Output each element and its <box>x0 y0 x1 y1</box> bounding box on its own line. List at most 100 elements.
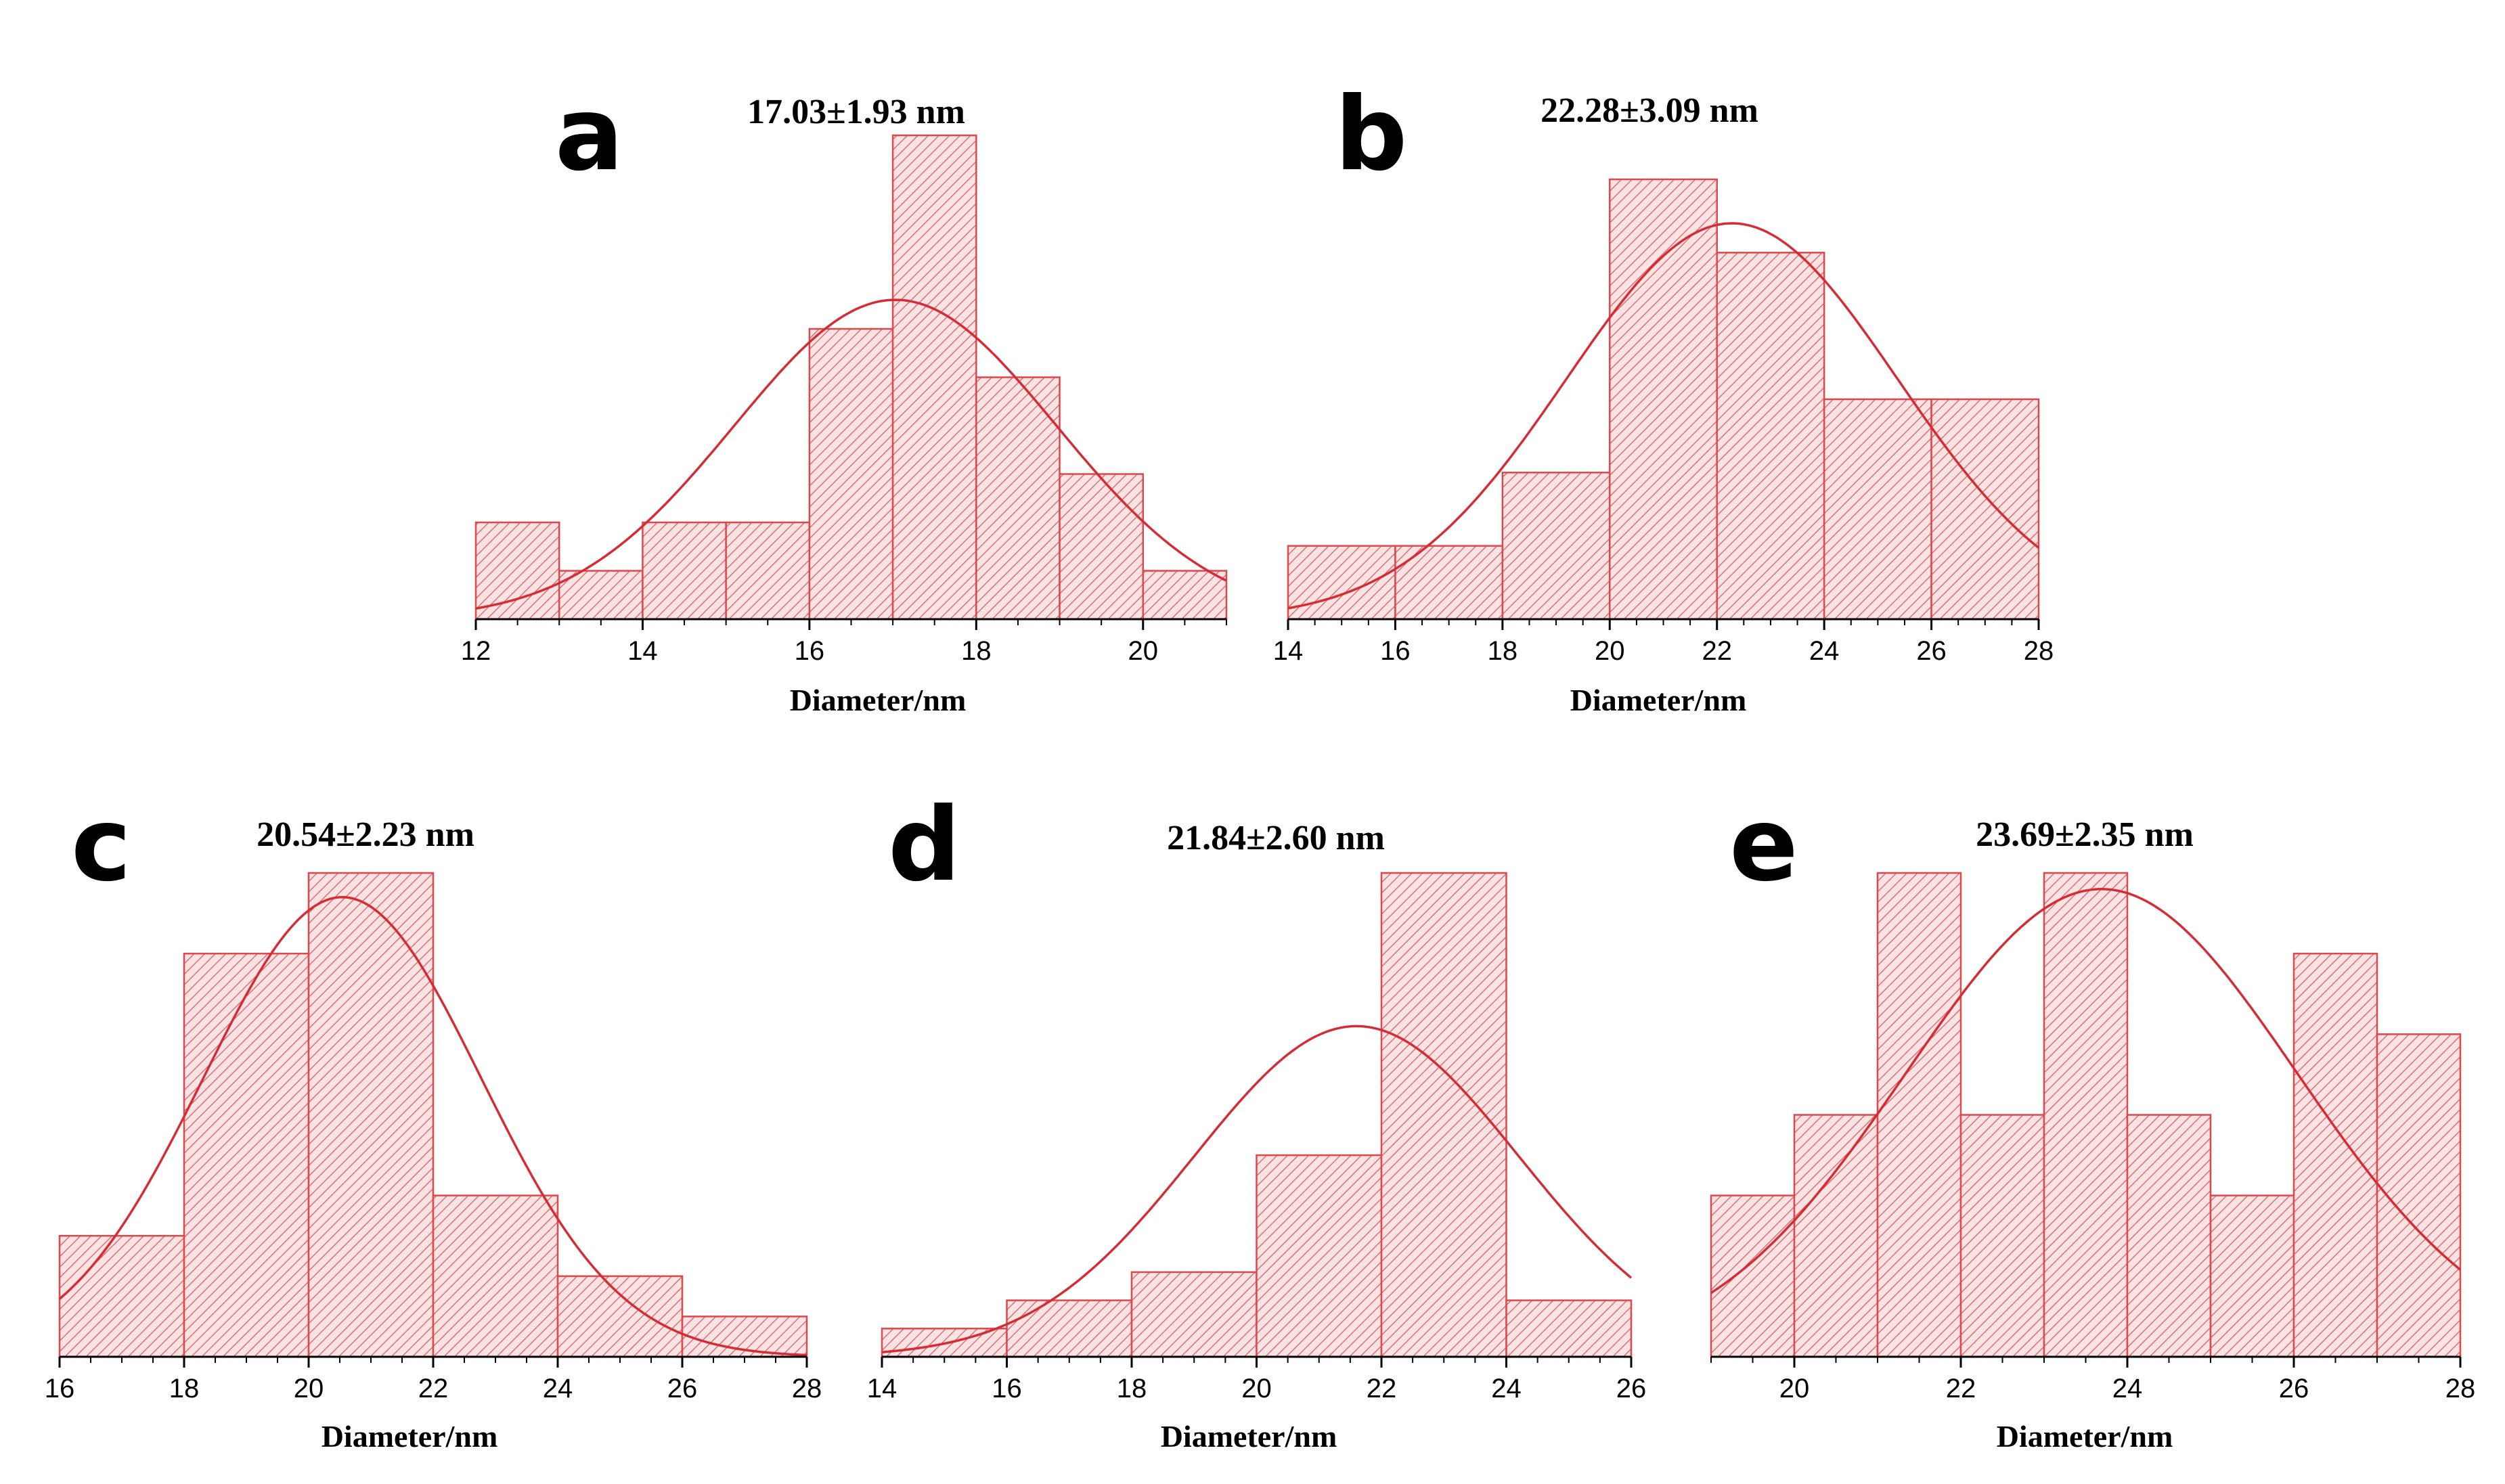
panel-c-bar-1 <box>183 952 310 1358</box>
panel-b-tick-label: 14 <box>1273 636 1304 666</box>
panel-a-tick-label: 18 <box>961 636 992 666</box>
panel-b-tick-label: 24 <box>1809 636 1840 666</box>
panel-a-bar-4 <box>808 328 894 621</box>
panel-d-title: 21.84±2.60 nm <box>1167 819 1385 857</box>
panel-e-tick-label: 22 <box>1946 1374 1976 1403</box>
panel-a-bar-8 <box>1142 570 1228 621</box>
panel-b-bar-5 <box>1823 398 1932 621</box>
panel-a-title: 17.03±1.93 nm <box>747 93 965 131</box>
panel-b-fit-curve <box>1287 222 2040 610</box>
panel-a-tick-label: 20 <box>1128 636 1159 666</box>
panel-d-tick-label: 18 <box>1117 1374 1147 1403</box>
panel-a-bar-7 <box>1059 473 1145 621</box>
panel-d-bar-5 <box>1505 1299 1633 1358</box>
panel-e-bar-8 <box>2376 1033 2462 1358</box>
panel-b-bars <box>1287 178 2040 621</box>
panel-e-tick-label: 20 <box>1779 1374 1810 1403</box>
panel-a-tick-label: 12 <box>461 636 491 666</box>
panel-c-tick-label: 18 <box>169 1374 200 1403</box>
panel-a-fit-curve <box>475 298 1227 610</box>
panel-d-x-axis-label: Diameter/nm <box>1161 1419 1337 1454</box>
panel-b-x-axis-label: Diameter/nm <box>1570 683 1747 717</box>
panel-b: b 22.28±3.09 nm 14 16 18 20 22 24 26 28 Diamete… <box>1273 76 2054 717</box>
panel-c-tick-label: 22 <box>418 1374 449 1403</box>
panel-e: e 23.69±2.35 nm 20 22 24 26 28 Diameter/nm <box>1710 786 2476 1454</box>
panel-c-tick-label: 28 <box>792 1374 822 1403</box>
panel-b-bar-2 <box>1501 472 1611 621</box>
panel-a-ticks: 12 14 16 18 20 <box>461 619 1227 666</box>
panel-d-ticks: 14 16 18 20 22 24 26 <box>867 1357 1647 1403</box>
panel-d-bar-3 <box>1256 1154 1383 1358</box>
panel-e-x-axis-label: Diameter/nm <box>1997 1419 2173 1454</box>
panel-a-x-axis-label: Diameter/nm <box>790 683 967 717</box>
panel-d-fit-curve <box>881 1025 1633 1353</box>
panel-c: c 20.54±2.23 nm 16 18 20 22 24 26 28 Diameter/… <box>45 786 822 1454</box>
panel-letter-e: e <box>1729 786 1798 904</box>
panel-a-bar-1 <box>558 570 644 621</box>
panel-a-bar-6 <box>975 376 1061 621</box>
panel-e-fit-curve <box>1710 888 2462 1295</box>
panel-e-title: 23.69±2.35 nm <box>1976 815 2194 854</box>
panel-b-bar-4 <box>1716 252 1825 621</box>
panel-e-bar-6 <box>2209 1194 2295 1358</box>
panel-b-bar-3 <box>1609 178 1718 621</box>
panel-b-tick-label: 18 <box>1488 636 1518 666</box>
panel-d-tick-label: 22 <box>1367 1374 1397 1403</box>
panel-letter-d: d <box>888 786 960 904</box>
panel-d-tick-label: 26 <box>1616 1374 1647 1403</box>
panel-e-tick-label: 28 <box>2445 1374 2476 1403</box>
panel-c-fit-curve <box>58 896 807 1357</box>
panel-c-tick-label: 16 <box>45 1374 75 1403</box>
panel-e-bar-7 <box>2292 952 2378 1358</box>
panel-d-tick-label: 24 <box>1491 1374 1522 1403</box>
panel-c-bar-4 <box>556 1275 684 1358</box>
panel-a-bar-0 <box>474 521 560 621</box>
panel-d-tick-label: 20 <box>1241 1374 1272 1403</box>
panel-b-title: 22.28±3.09 nm <box>1540 91 1758 130</box>
panel-c-title: 20.54±2.23 nm <box>257 815 474 854</box>
panel-d: d 21.84±2.60 nm 14 16 18 20 22 24 26 Diameter/… <box>867 786 1647 1454</box>
panel-a-bar-5 <box>891 134 977 621</box>
panel-c-ticks: 16 18 20 22 24 26 28 <box>45 1357 822 1403</box>
panel-b-tick-label: 22 <box>1702 636 1732 666</box>
panel-b-bar-0 <box>1287 545 1396 621</box>
panel-d-bar-1 <box>1006 1299 1133 1358</box>
panel-d-bars <box>881 872 1633 1358</box>
panel-b-bar-1 <box>1394 545 1504 621</box>
panel-a: a 17.03±1.93 nm 12 14 16 18 20 Diameter/nm <box>461 76 1228 717</box>
panel-c-bars <box>58 872 808 1358</box>
panel-c-bar-2 <box>307 872 435 1358</box>
panel-c-x-axis-label: Diameter/nm <box>322 1419 498 1454</box>
panel-a-tick-label: 16 <box>795 636 825 666</box>
panel-a-bars <box>474 134 1228 621</box>
panel-c-tick-label: 26 <box>667 1374 698 1403</box>
panel-d-tick-label: 16 <box>992 1374 1022 1403</box>
panel-d-bar-4 <box>1380 872 1507 1358</box>
panel-e-bar-1 <box>1793 1114 1879 1358</box>
panel-letter-a: a <box>555 76 623 194</box>
panel-c-bar-3 <box>432 1194 559 1358</box>
panel-d-bar-2 <box>1130 1271 1258 1358</box>
panel-c-bar-0 <box>58 1235 185 1358</box>
panel-e-bars <box>1710 872 2462 1358</box>
panel-letter-c: c <box>71 786 131 904</box>
panel-a-tick-label: 14 <box>627 636 658 666</box>
panel-c-tick-label: 24 <box>543 1374 573 1403</box>
panel-e-bar-3 <box>1959 1114 2045 1358</box>
panel-e-bar-2 <box>1876 872 1962 1358</box>
panel-a-bar-2 <box>642 521 727 621</box>
panel-b-tick-label: 28 <box>2024 636 2054 666</box>
panel-e-bar-0 <box>1710 1194 1796 1358</box>
panel-b-bar-6 <box>1930 398 2040 621</box>
panel-b-tick-label: 16 <box>1380 636 1411 666</box>
panel-e-tick-label: 24 <box>2112 1374 2143 1403</box>
panel-d-tick-label: 14 <box>867 1374 897 1403</box>
panel-c-tick-label: 20 <box>294 1374 324 1403</box>
panel-b-ticks: 14 16 18 20 22 24 26 28 <box>1273 619 2054 666</box>
panel-b-tick-label: 26 <box>1916 636 1947 666</box>
panel-e-bar-4 <box>2043 872 2129 1358</box>
panel-letter-b: b <box>1335 76 1407 194</box>
panel-e-bar-5 <box>2126 1114 2212 1358</box>
panel-e-tick-label: 26 <box>2279 1374 2309 1403</box>
